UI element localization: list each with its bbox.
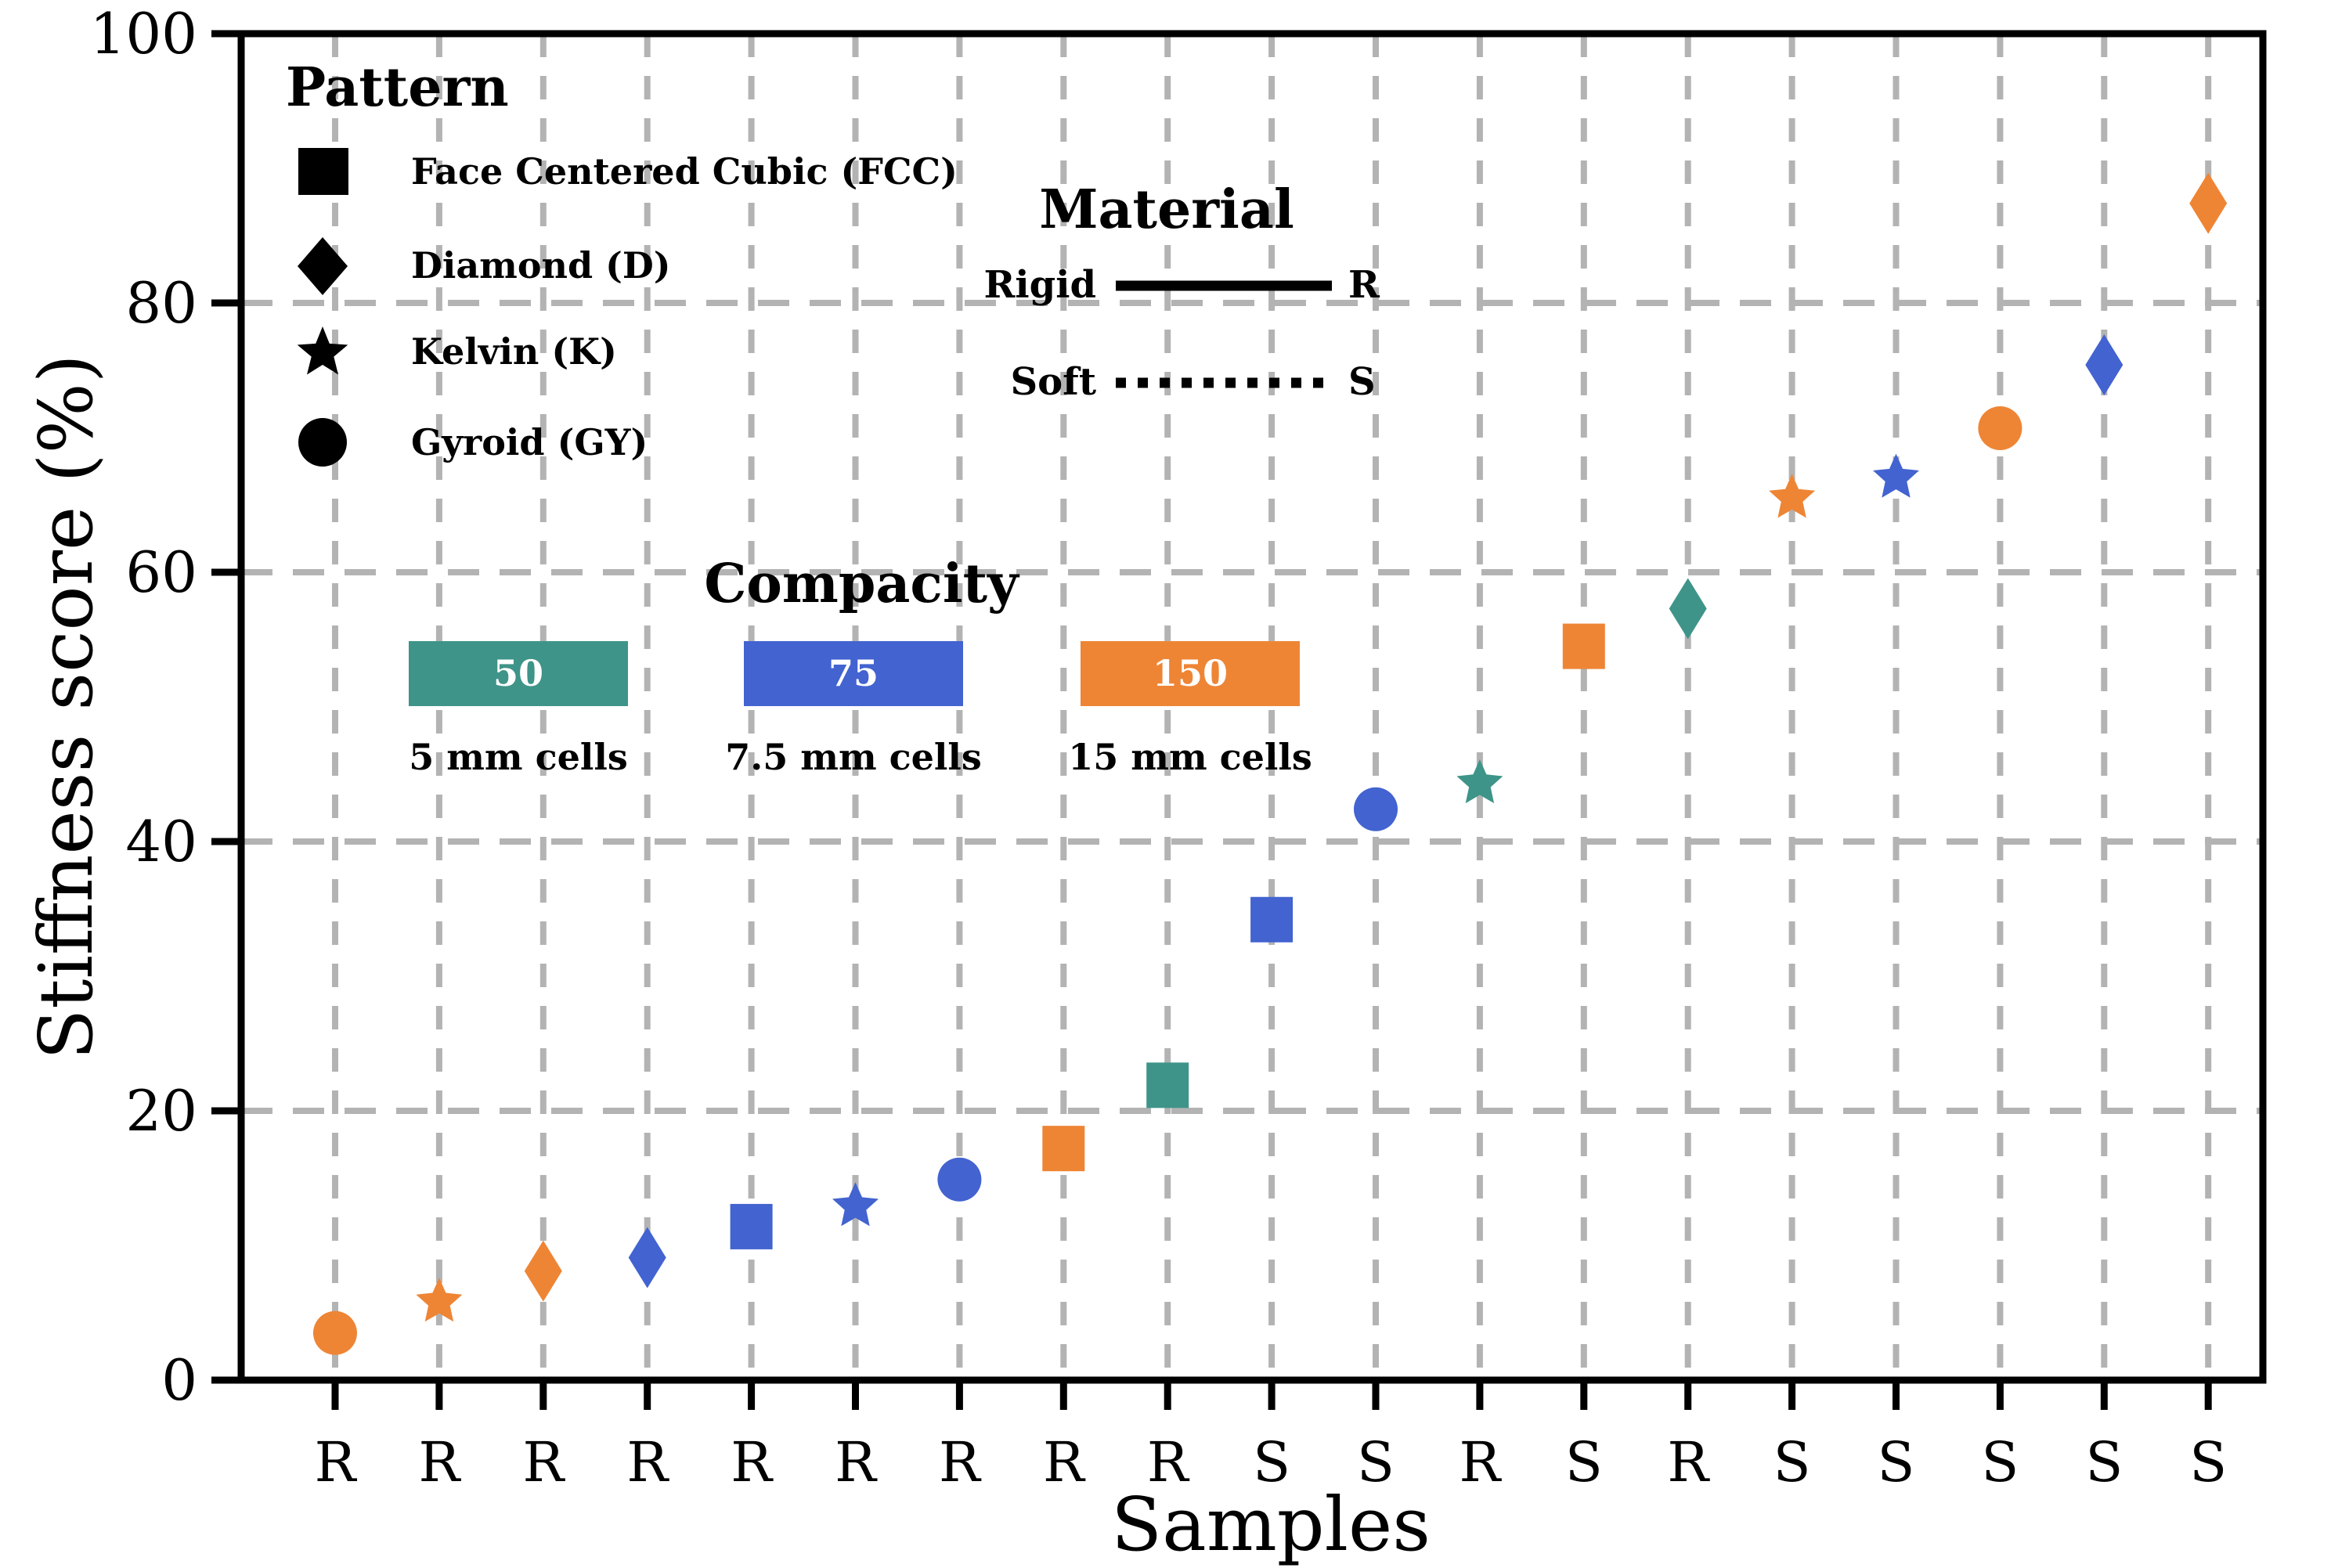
x-tick-label: S xyxy=(1565,1430,1603,1494)
compacity-caption-75: 7.5 mm cells xyxy=(725,736,982,778)
pattern-item-label: Kelvin (K) xyxy=(411,330,617,373)
x-tick-label: R xyxy=(419,1430,462,1494)
data-point-8 xyxy=(1042,1126,1085,1172)
pattern-item-label: Gyroid (GY) xyxy=(411,421,648,463)
solid-line-icon xyxy=(1116,279,1332,294)
compacity-box-50: 50 xyxy=(409,641,628,706)
circle-icon xyxy=(297,416,348,471)
material-item-label: Soft xyxy=(1010,360,1097,404)
pattern-item-label: Diamond (D) xyxy=(411,244,671,287)
material-legend-title: Material xyxy=(1039,178,1294,241)
compacity-box-75: 75 xyxy=(744,641,963,706)
y-tick-label: 40 xyxy=(125,809,197,874)
x-tick-label: S xyxy=(1773,1430,1811,1494)
data-point-18 xyxy=(2085,334,2123,396)
data-point-9 xyxy=(1146,1062,1189,1108)
data-point-13 xyxy=(1562,623,1605,669)
x-tick-label: R xyxy=(835,1430,878,1494)
y-tick-label: 100 xyxy=(90,1,197,67)
data-point-19 xyxy=(2189,172,2228,234)
material-item-code: R xyxy=(1348,263,1380,307)
x-tick-label: R xyxy=(1667,1430,1710,1494)
data-point-14 xyxy=(1669,578,1707,640)
y-tick-label: 60 xyxy=(125,539,197,605)
y-tick-label: 0 xyxy=(161,1347,197,1413)
x-tick-label: S xyxy=(1981,1430,2019,1494)
x-tick-label: S xyxy=(1357,1430,1395,1494)
diamond-icon xyxy=(295,235,350,301)
material-item-code: S xyxy=(1348,360,1376,404)
data-point-2 xyxy=(416,1278,463,1322)
x-tick-label: R xyxy=(626,1430,669,1494)
x-tick-label: S xyxy=(2085,1430,2123,1494)
x-tick-label: R xyxy=(1147,1430,1190,1494)
data-point-1 xyxy=(313,1310,357,1355)
x-tick-label: S xyxy=(1253,1430,1290,1494)
data-point-17 xyxy=(1978,406,2022,450)
x-tick-label: R xyxy=(315,1430,358,1494)
dotted-line-icon xyxy=(1116,377,1332,391)
x-tick-label: R xyxy=(522,1430,565,1494)
compacity-caption-150: 15 mm cells xyxy=(1068,736,1312,778)
data-point-5 xyxy=(730,1203,773,1249)
data-point-15 xyxy=(1769,474,1816,518)
x-tick-label: S xyxy=(1878,1430,1915,1494)
square-icon xyxy=(298,147,349,199)
x-axis-title: Samples xyxy=(1111,1482,1431,1568)
data-point-4 xyxy=(628,1227,666,1289)
material-item-label: Rigid xyxy=(983,263,1096,307)
y-tick-label: 80 xyxy=(125,270,197,336)
compacity-caption-50: 5 mm cells xyxy=(409,736,628,778)
star-icon xyxy=(295,323,350,381)
data-point-11 xyxy=(1354,787,1398,831)
x-tick-label: R xyxy=(731,1430,774,1494)
data-point-3 xyxy=(524,1240,562,1302)
pattern-legend-title: Pattern xyxy=(286,56,509,119)
data-point-12 xyxy=(1456,759,1503,804)
y-tick-label: 20 xyxy=(125,1078,197,1144)
pattern-item-label: Face Centered Cubic (FCC) xyxy=(411,150,958,193)
x-tick-label: R xyxy=(1460,1430,1503,1494)
y-axis-title: Stiffness score (%) xyxy=(23,354,110,1060)
data-point-7 xyxy=(937,1157,982,1202)
x-tick-label: R xyxy=(1043,1430,1086,1494)
data-point-16 xyxy=(1873,453,1919,498)
data-point-6 xyxy=(832,1182,879,1227)
compacity-box-150: 150 xyxy=(1081,641,1300,706)
compacity-legend-title: Compacity xyxy=(704,553,1019,615)
plot-frame xyxy=(237,30,2267,1384)
data-point-10 xyxy=(1250,896,1294,943)
x-tick-label: S xyxy=(2189,1430,2227,1494)
x-tick-label: R xyxy=(939,1430,982,1494)
